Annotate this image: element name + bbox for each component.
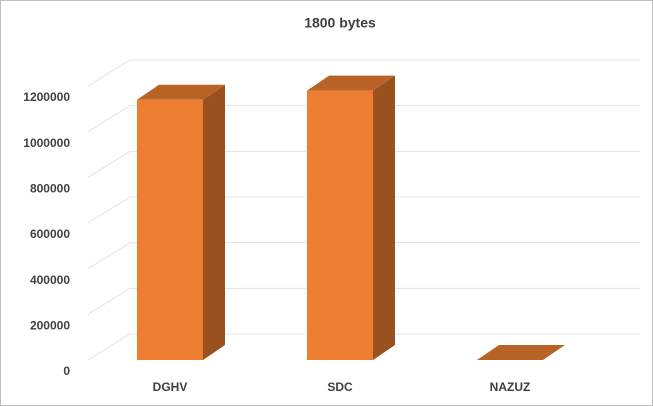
- grid-line: [87, 59, 640, 87]
- x-tick-label: DGHV: [153, 380, 188, 394]
- x-tick-label: SDC: [327, 380, 353, 394]
- grid-line: [87, 150, 640, 178]
- y-tick-label: 800000: [30, 182, 70, 196]
- bar-top: [137, 84, 225, 100]
- bar-front: [137, 99, 203, 360]
- bar: [137, 84, 225, 360]
- y-tick-label: 1200000: [23, 90, 70, 104]
- bar: [307, 75, 395, 361]
- bar-side: [373, 75, 395, 361]
- y-tick-label: 400000: [30, 273, 70, 287]
- grid-line: [87, 105, 640, 133]
- chart-title: 1800 bytes: [304, 15, 376, 31]
- y-tick-label: 0: [63, 364, 70, 378]
- bar-top: [307, 75, 395, 91]
- grid-line: [87, 333, 640, 361]
- y-tick-label: 600000: [30, 227, 70, 241]
- x-tick-label: NAZUZ: [490, 380, 531, 394]
- y-tick-label: 200000: [30, 319, 70, 333]
- grid-line: [87, 242, 640, 270]
- grid-line: [87, 287, 640, 315]
- bar-front: [307, 90, 373, 361]
- grid-line: [87, 196, 640, 224]
- bar-top: [477, 345, 565, 360]
- y-tick-label: 1000000: [23, 136, 70, 150]
- bar-side: [203, 84, 225, 360]
- bar: [477, 345, 565, 360]
